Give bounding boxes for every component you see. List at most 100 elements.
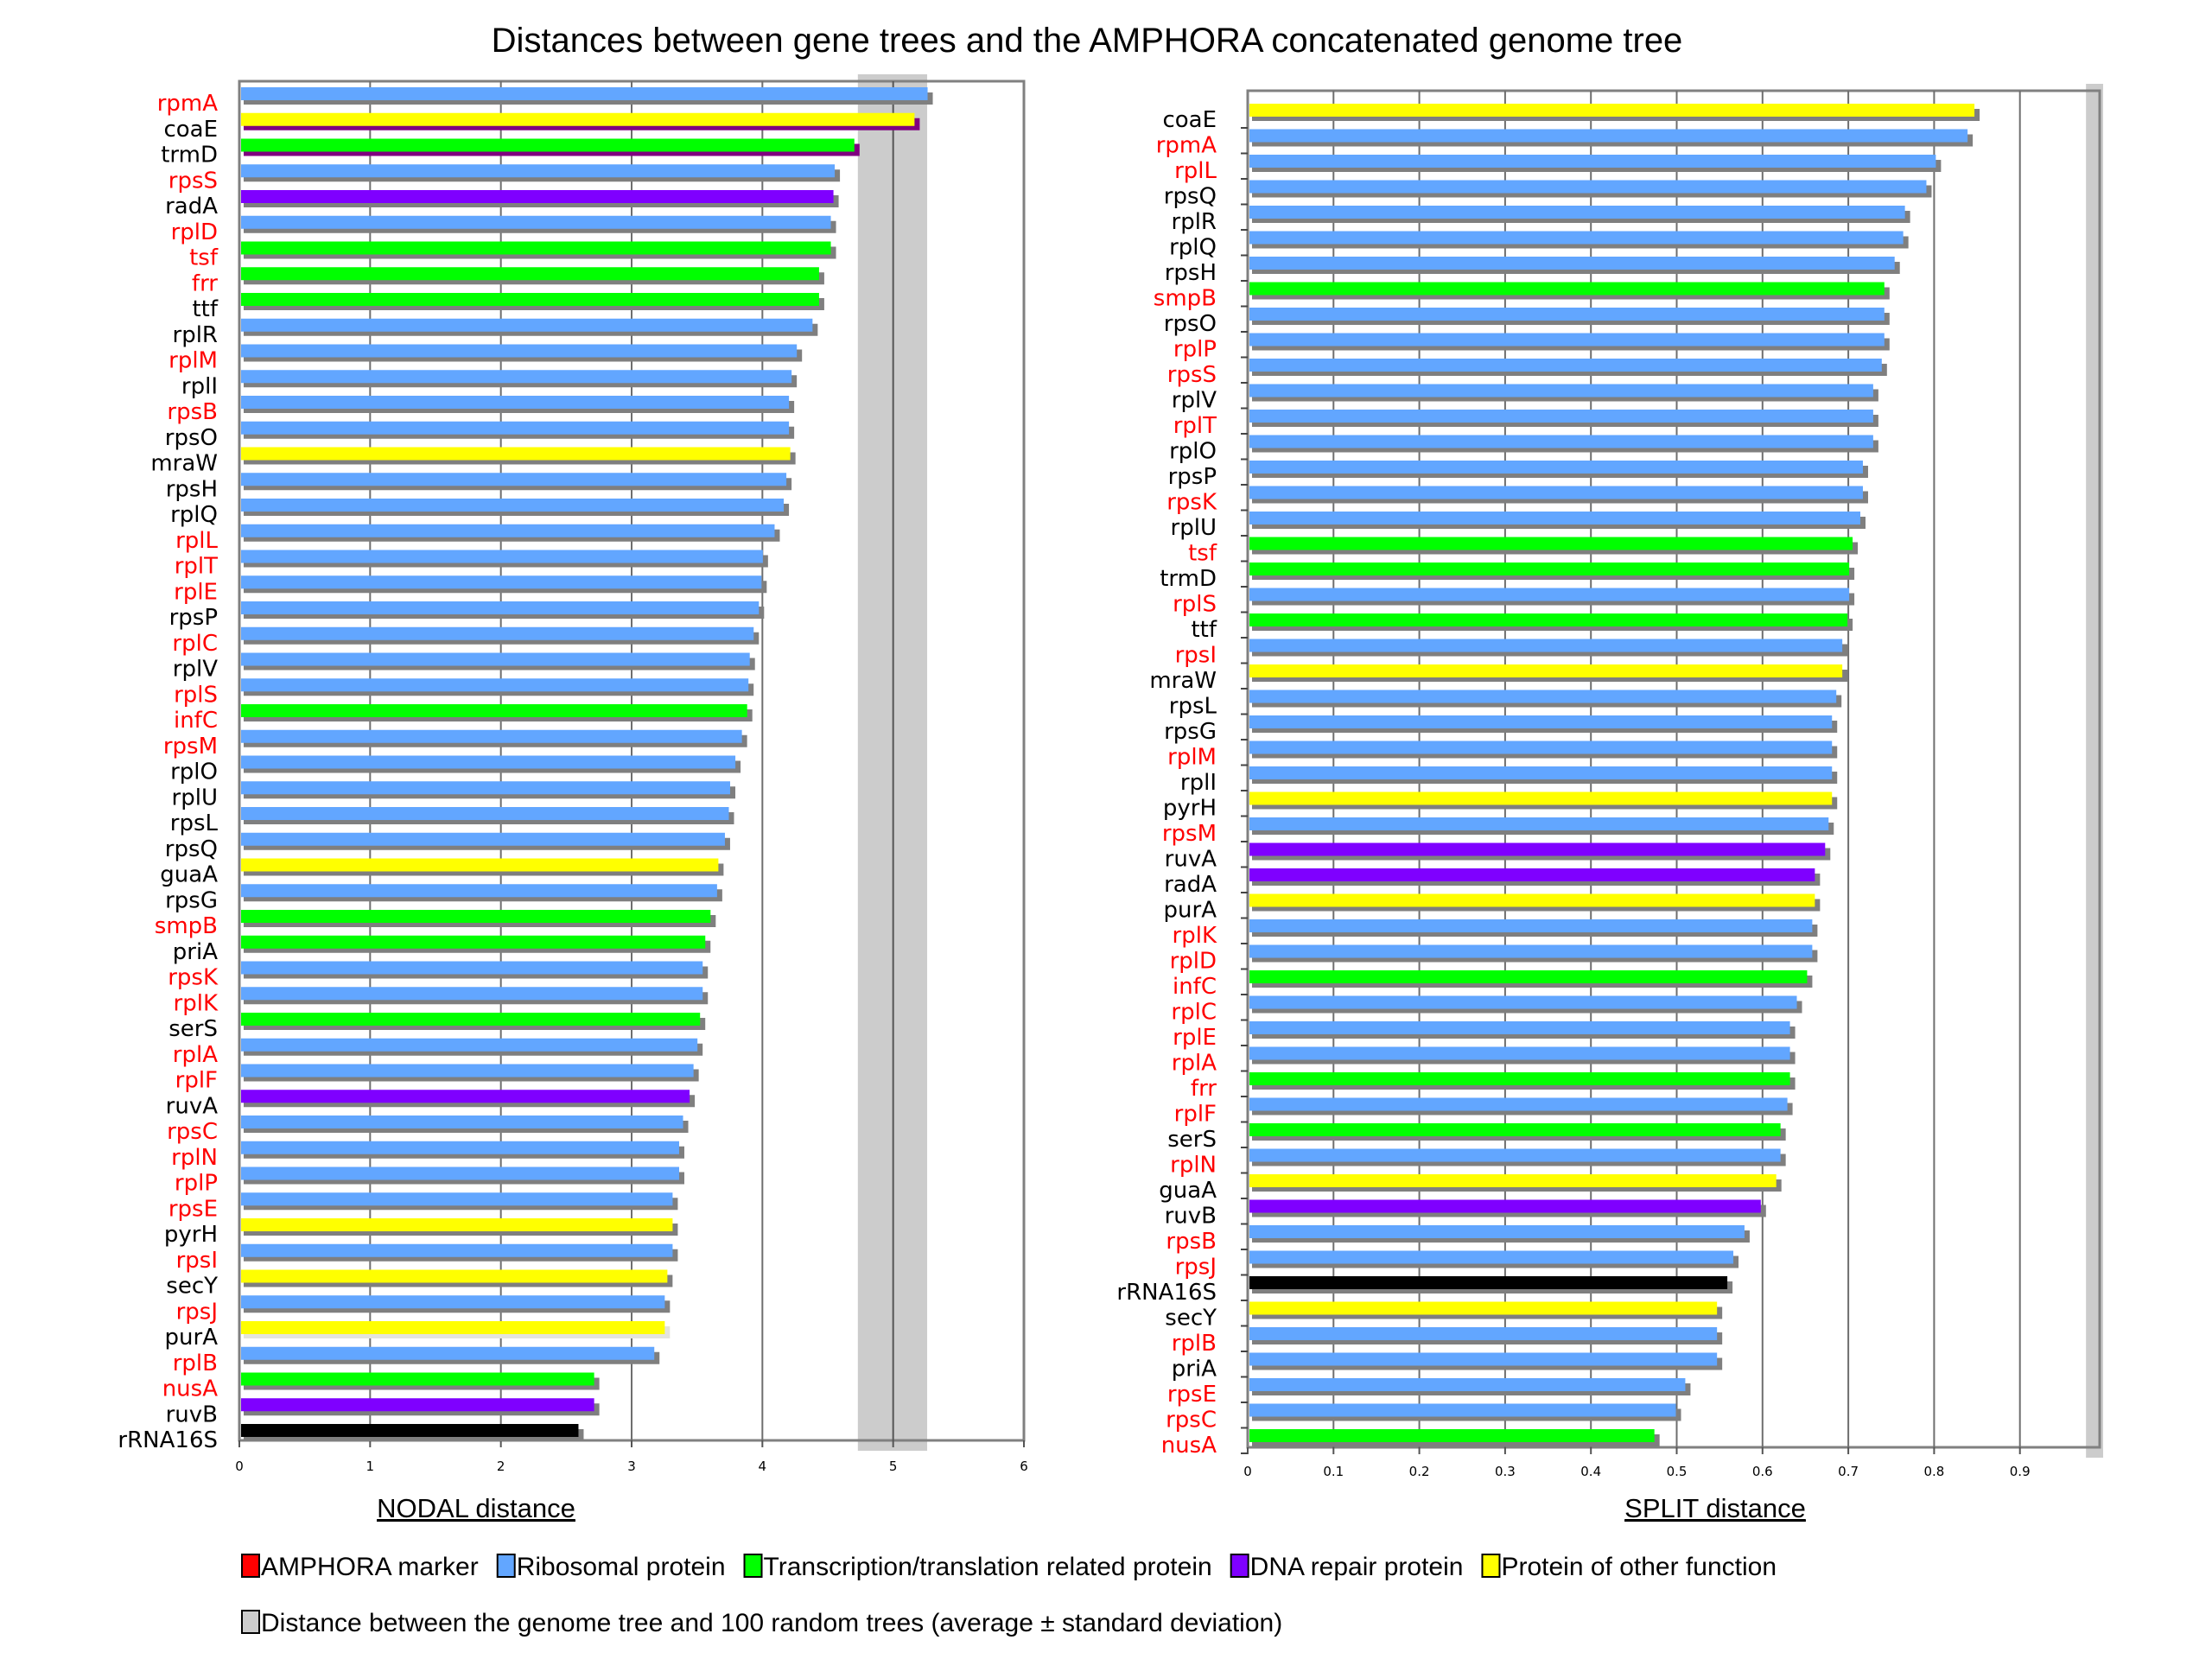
bar-row: rplD <box>1170 944 1818 975</box>
bar-rpsE <box>1249 1378 1686 1391</box>
bar-row: serS <box>1167 1123 1786 1153</box>
bar-rplV <box>1249 384 1873 397</box>
bar-priA <box>1249 1352 1718 1366</box>
bar-row: rpsB <box>1166 1225 1750 1255</box>
bar-row: rpsO <box>1164 308 1890 337</box>
bar-row: rpsL <box>1169 690 1842 720</box>
bar-rplE <box>1249 1021 1790 1034</box>
y-tick-label: rpsO <box>165 425 218 451</box>
x-tick-label: 0.7 <box>1838 1464 1859 1479</box>
y-tick-label: rplD <box>1170 949 1217 975</box>
bar-nusA <box>1249 1429 1655 1442</box>
x-tick-label: 5 <box>889 1459 898 1474</box>
bar-row: rplI <box>1180 766 1838 796</box>
legend-swatch <box>1230 1554 1249 1578</box>
bar-ruvA <box>241 1090 690 1103</box>
y-tick-label: rplV <box>1172 388 1217 414</box>
bar-rplS <box>1249 588 1850 601</box>
bar-row: rpsQ <box>165 832 730 862</box>
x-tick-label: 0.6 <box>1752 1464 1773 1479</box>
bar-row: ttf <box>1191 613 1853 643</box>
bar-row: rplC <box>172 626 760 657</box>
legend-row: AMPHORA marker Ribosomal protein Transcrip… <box>241 1553 1777 1581</box>
bar-infC <box>1249 970 1808 983</box>
bar-mraW <box>1249 664 1843 677</box>
bar-rpsQ <box>1249 180 1927 194</box>
bar-row: trmD <box>1160 563 1855 592</box>
bar-radA <box>1249 868 1815 881</box>
y-tick-label: mraW <box>150 451 218 477</box>
y-tick-label: rpsG <box>1164 719 1217 745</box>
y-tick-label: rpsG <box>165 887 218 913</box>
y-tick-label: rplF <box>175 1068 218 1094</box>
y-tick-label: guaA <box>1159 1178 1217 1204</box>
bar-row: frr <box>1191 1072 1796 1102</box>
bar-rpsJ <box>1249 1250 1734 1264</box>
bar-rplL <box>1249 155 1936 168</box>
bar-row: serS <box>168 1013 706 1042</box>
bar-row: rplT <box>175 550 768 580</box>
y-tick-label: rplK <box>1173 923 1217 949</box>
bar-rplQ <box>1249 231 1904 245</box>
y-tick-label: rplE <box>174 579 218 605</box>
bar-row: rpsS <box>1167 359 1887 388</box>
bar-row: rplK <box>174 987 709 1016</box>
bar-row: rplO <box>170 755 741 785</box>
nodal-chart: 0 1 2 3 4 5 6 rpmAcoaEtrmDrpsSradArplDtsffrrttf… <box>118 74 1028 1523</box>
bar-rpsE <box>241 1192 673 1206</box>
bar-rplM <box>241 344 798 358</box>
x-tick-label: 0.8 <box>1923 1464 1944 1479</box>
y-tick-label: serS <box>168 1016 218 1042</box>
bar-row: rpmA <box>157 87 933 117</box>
legend-swatch <box>241 1554 260 1578</box>
y-tick-label: pyrH <box>164 1222 218 1248</box>
bar-row: tsf <box>189 241 836 271</box>
y-tick-label: serS <box>1167 1127 1217 1153</box>
y-tick-label: rplP <box>1173 337 1217 363</box>
bar-rpsO <box>241 421 790 435</box>
bar-rplP <box>1249 333 1885 346</box>
bar-row: rplM <box>1167 741 1838 771</box>
y-tick-label: rpsS <box>168 168 218 194</box>
bar-row: rplN <box>1170 1148 1786 1179</box>
y-tick-label: rplO <box>170 760 218 785</box>
bar-rpsB <box>1249 1225 1745 1238</box>
x-axis-title: NODAL distance <box>377 1493 575 1523</box>
bar-row: rplI <box>181 370 798 399</box>
bar-rpsP <box>1249 461 1863 474</box>
y-tick-label: ttf <box>192 296 218 322</box>
bar-rplD <box>1249 944 1813 958</box>
bar-radA <box>241 190 834 203</box>
y-tick-label: rplN <box>1170 1153 1217 1179</box>
x-tick-label: 0.9 <box>2010 1464 2031 1479</box>
y-tick-label: rpsB <box>1166 1229 1217 1255</box>
bar-row: rplE <box>1173 1021 1796 1051</box>
bar-rpsK <box>241 961 703 975</box>
y-tick-label: rpmA <box>157 91 219 117</box>
y-tick-label: frr <box>192 270 218 296</box>
bar-purA <box>1249 893 1815 907</box>
y-tick-label: rplB <box>1172 1331 1217 1357</box>
bar-row: coaE <box>1162 104 1980 133</box>
bar-infC <box>241 704 747 717</box>
bar-row: rRNA16S <box>118 1424 584 1453</box>
legend-label: Protein of other function <box>1501 1553 1777 1581</box>
bar-rpsS <box>241 164 836 178</box>
bar-row: rplO <box>1169 435 1878 465</box>
x-tick-label: 4 <box>759 1459 767 1474</box>
y-tick-label: rplR <box>1172 209 1217 235</box>
y-tick-label: rplP <box>175 1171 218 1197</box>
bar-row: rpsI <box>176 1243 678 1274</box>
y-tick-label: rplK <box>174 990 219 1016</box>
bar-pyrH <box>241 1218 673 1231</box>
bar-row: rplU <box>1171 512 1866 541</box>
bar-coaE <box>241 112 915 126</box>
y-tick-label: rplE <box>1173 1025 1217 1051</box>
x-tick-label: 0.3 <box>1495 1464 1516 1479</box>
bar-rpsI <box>241 1243 673 1257</box>
bar-rplF <box>1249 1097 1788 1111</box>
bar-row: priA <box>173 935 711 965</box>
y-tick-label: rplQ <box>170 502 218 528</box>
y-tick-label: ruvA <box>166 1093 219 1119</box>
bar-row: rpsG <box>1164 715 1838 745</box>
